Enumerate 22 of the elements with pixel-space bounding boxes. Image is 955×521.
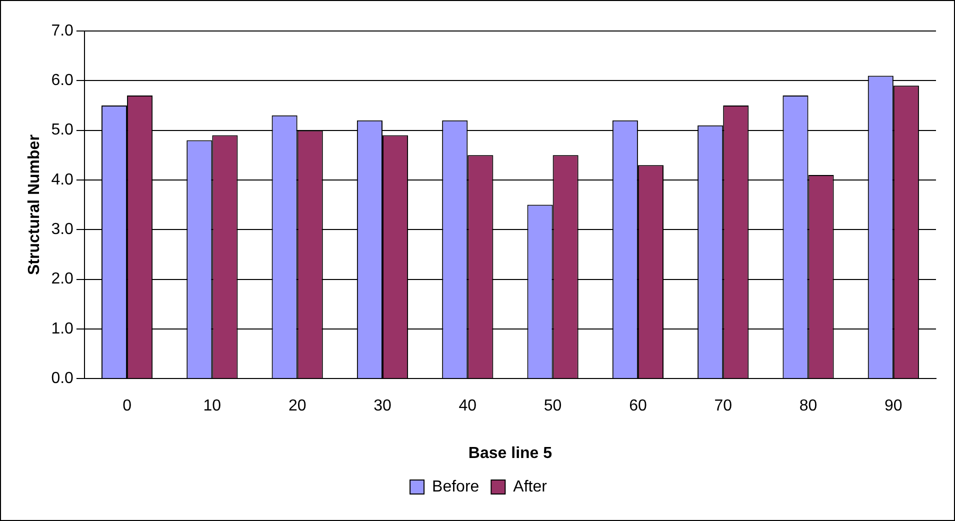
legend-label: After (513, 478, 548, 496)
y-tick-label: 1.0 (51, 320, 74, 338)
y-tick-label: 2.0 (51, 270, 74, 288)
x-tick-label: 80 (799, 398, 818, 415)
y-tick-label: 6.0 (51, 72, 74, 90)
y-tick-label: 0.0 (51, 370, 74, 388)
y-tick-label: 5.0 (51, 122, 74, 139)
x-axis-title: Base line 5 (468, 444, 552, 462)
legend-label: Before (432, 478, 480, 496)
x-tick-label: 70 (714, 398, 732, 415)
x-tick-label: 20 (288, 398, 306, 415)
y-tick-label: 3.0 (51, 221, 74, 238)
y-axis-title: Structural Number (26, 134, 44, 276)
x-tick-label: 30 (374, 398, 392, 415)
y-tick-label: 7.0 (51, 22, 74, 40)
x-tick-label: 10 (203, 398, 222, 415)
x-tick-label: 50 (544, 398, 562, 415)
x-tick-label: 90 (884, 398, 902, 415)
y-tick-label: 4.0 (51, 171, 74, 188)
x-tick-label: 40 (458, 398, 477, 415)
x-tick-label: 0 (122, 398, 132, 415)
x-tick-label: 60 (629, 398, 647, 415)
